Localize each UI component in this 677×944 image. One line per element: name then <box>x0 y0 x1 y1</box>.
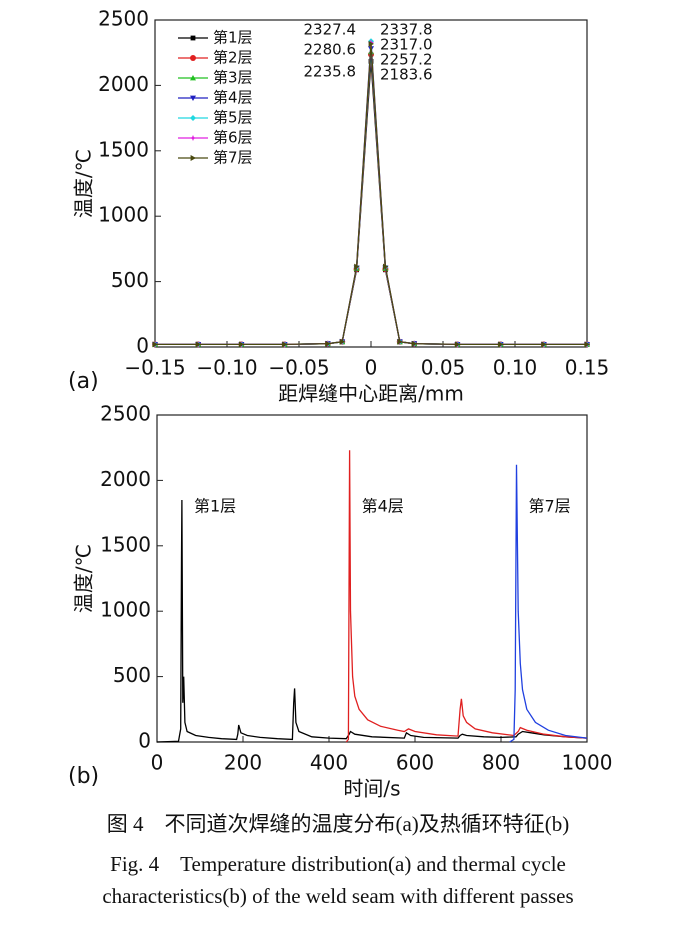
marker <box>541 341 547 348</box>
y-tick-label: 0 <box>136 334 149 358</box>
marker <box>498 341 504 348</box>
data-label: 2317.0 <box>380 36 433 54</box>
marker <box>455 341 461 348</box>
caption-en: Fig. 4 Temperature distribution(a) and t… <box>110 852 566 876</box>
data-label: 2327.4 <box>304 21 357 39</box>
panel-label: (a) <box>68 369 99 394</box>
y-tick-label: 1500 <box>100 532 151 556</box>
y-tick-label: 2000 <box>98 72 149 96</box>
series-line <box>156 499 588 743</box>
y-tick-label: 2500 <box>100 402 151 426</box>
y-tick-label: 1500 <box>98 137 149 161</box>
x-tick-label: 0.05 <box>421 356 466 380</box>
data-label: 2183.6 <box>380 66 433 84</box>
caption-en: characteristics(b) of the weld seam with… <box>102 884 573 908</box>
marker <box>354 263 360 270</box>
x-tick-label: 600 <box>396 751 434 775</box>
x-tick-label: 0 <box>365 356 378 380</box>
y-tick-label: 2000 <box>100 467 151 491</box>
data-label: 2257.2 <box>380 51 433 69</box>
marker <box>383 263 389 270</box>
x-tick-label: −0.15 <box>124 356 185 380</box>
x-tick-label: 0.15 <box>565 356 610 380</box>
legend-label: 第4层 <box>213 89 253 107</box>
legend-marker <box>190 55 196 61</box>
y-tick-label: 500 <box>113 663 151 687</box>
x-tick-label: 200 <box>224 751 262 775</box>
legend-label: 第5层 <box>213 109 253 127</box>
legend-marker <box>190 155 196 161</box>
legend-label: 第3层 <box>213 69 253 87</box>
x-tick-label: 400 <box>310 751 348 775</box>
y-axis-label: 温度/℃ <box>72 149 96 218</box>
x-tick-label: 0 <box>151 751 164 775</box>
legend-label: 第6层 <box>213 129 253 147</box>
marker <box>584 341 590 348</box>
marker <box>239 341 245 348</box>
x-tick-label: −0.05 <box>268 356 329 380</box>
x-tick-label: 1000 <box>562 751 613 775</box>
series-label: 第4层 <box>362 497 404 516</box>
series-label: 第1层 <box>194 497 236 516</box>
x-tick-label: 0.10 <box>493 356 538 380</box>
marker <box>397 338 403 345</box>
y-tick-label: 500 <box>111 268 149 292</box>
x-axis-label: 距焊缝中心距离/mm <box>278 382 464 406</box>
marker <box>368 40 374 47</box>
x-axis-label: 时间/s <box>343 777 400 801</box>
y-tick-label: 0 <box>138 729 151 753</box>
marker <box>282 341 288 348</box>
marker <box>195 341 202 348</box>
marker <box>411 340 418 347</box>
legend-label: 第1层 <box>213 29 253 47</box>
y-tick-label: 1000 <box>100 598 151 622</box>
y-axis-label: 温度/℃ <box>72 544 96 613</box>
legend-marker <box>190 95 196 101</box>
data-label: 2337.8 <box>380 21 433 39</box>
marker <box>339 338 346 345</box>
marker <box>325 340 331 347</box>
y-tick-label: 1000 <box>98 203 149 227</box>
plot-frame <box>156 414 588 743</box>
series-line <box>155 41 587 346</box>
panel-label: (b) <box>68 764 99 789</box>
x-tick-label: −0.10 <box>196 356 257 380</box>
legend-marker <box>190 75 196 81</box>
data-label: 2280.6 <box>304 41 357 59</box>
series-line <box>345 450 588 743</box>
data-label: 2235.8 <box>304 63 357 81</box>
legend-label: 第2层 <box>213 49 253 67</box>
y-tick-label: 2500 <box>98 7 149 31</box>
x-tick-label: 800 <box>482 751 520 775</box>
legend-marker <box>190 135 196 141</box>
legend-label: 第7层 <box>213 149 253 167</box>
series-line <box>509 464 588 743</box>
caption-zh: 图 4 不同道次焊缝的温度分布(a)及热循环特征(b) <box>107 812 570 836</box>
series-label: 第7层 <box>528 497 570 516</box>
marker <box>152 341 158 348</box>
legend-marker <box>190 115 196 121</box>
legend-marker <box>190 35 196 41</box>
